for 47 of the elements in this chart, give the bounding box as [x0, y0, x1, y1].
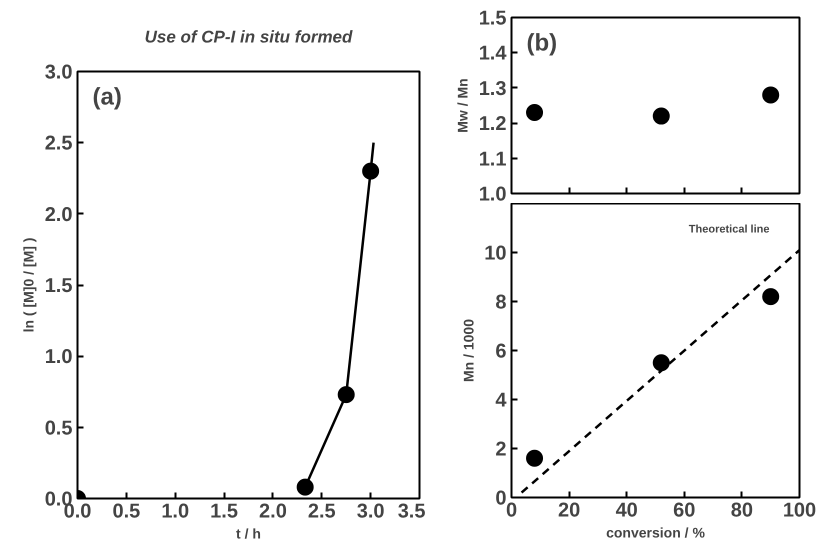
x-tick-label: 40 — [616, 500, 638, 522]
point — [652, 354, 670, 372]
y-tick-label: 0.5 — [44, 417, 73, 440]
y-tick-label: 1.1 — [478, 148, 507, 170]
y-tick-label: 1.0 — [478, 184, 507, 206]
annotation: Theoretical line — [688, 224, 770, 236]
point — [652, 108, 670, 125]
x-tick-label: 3.5 — [398, 500, 426, 522]
x-tick-label: 100 — [782, 500, 816, 522]
y-tick-label: 4 — [495, 390, 508, 412]
point — [762, 288, 780, 306]
annotation: (a) — [92, 84, 122, 110]
point — [338, 386, 355, 404]
y-tick-label: 2 — [495, 438, 506, 460]
y-axis-title: ln ( [M]0 / [M] ) — [20, 238, 37, 332]
y-tick-label: 1.2 — [478, 113, 507, 136]
y-tick-label: 1.3 — [478, 78, 507, 100]
y-tick-label: 2.5 — [44, 132, 73, 155]
point — [362, 162, 380, 180]
x-tick-label: 2.5 — [308, 500, 336, 522]
y-tick-label: 10 — [484, 242, 507, 264]
point — [526, 450, 544, 467]
y-tick-label: 8 — [495, 292, 506, 314]
x-tick-label: 2.0 — [259, 500, 287, 522]
y-tick-label: 3.0 — [44, 62, 73, 84]
y-tick-label: 1.4 — [478, 42, 508, 65]
x-tick-label: 20 — [558, 500, 580, 522]
x-tick-label: 80 — [730, 500, 754, 522]
point — [296, 478, 314, 496]
y-tick-label: 1.0 — [44, 346, 73, 368]
x-tick-label: 60 — [673, 500, 696, 522]
y-axis-title: Mw / Mn — [454, 78, 471, 133]
point — [762, 86, 780, 104]
y-axis-title: Mn / 1000 — [460, 318, 476, 382]
y-tick-label: 2.0 — [44, 204, 73, 226]
y-tick-label: 1.5 — [44, 275, 73, 297]
x-tick-label: 1.5 — [210, 500, 238, 522]
x-axis-title: conversion / % — [606, 524, 706, 540]
point — [526, 104, 544, 122]
x-axis-title: t / h — [236, 526, 261, 542]
x-tick-label: 0.5 — [112, 500, 140, 522]
x-tick-label: 3.0 — [356, 500, 385, 522]
chart-title: Use of CP-I in situ formed — [144, 28, 354, 46]
y-tick-label: 1.5 — [478, 8, 507, 30]
annotation: (b) — [526, 30, 558, 56]
x-tick-label: 1.0 — [161, 500, 190, 522]
y-tick-label: 6 — [495, 340, 506, 362]
